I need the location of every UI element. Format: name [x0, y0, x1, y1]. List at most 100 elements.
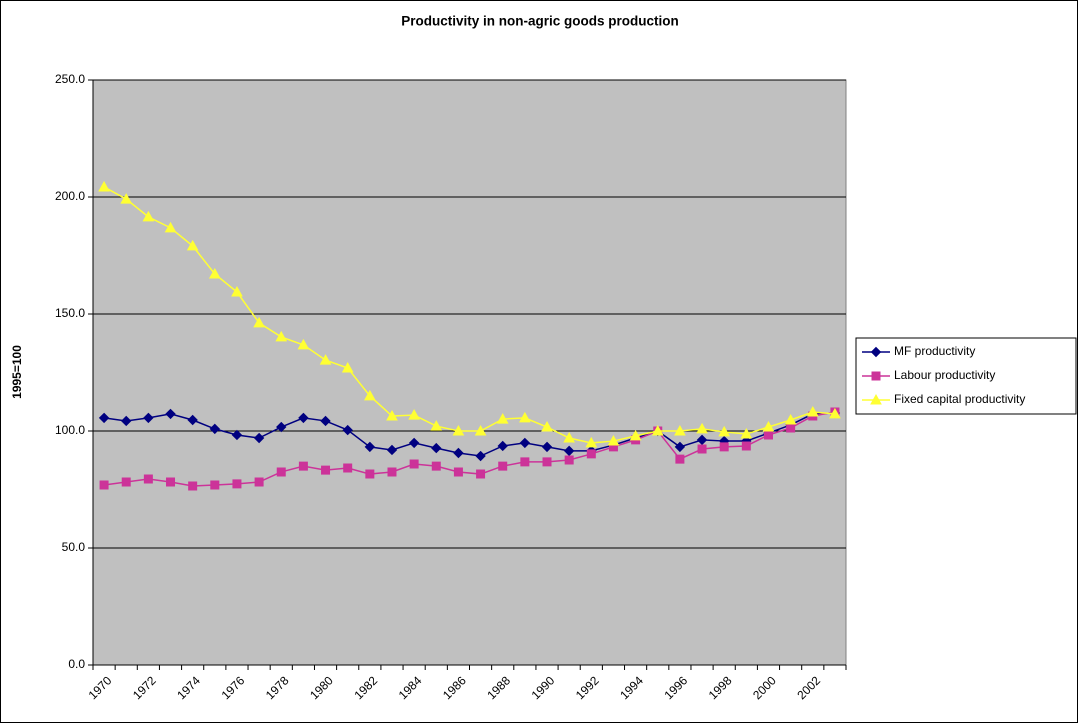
data-point [542, 457, 552, 467]
data-point [586, 449, 596, 459]
data-point [453, 467, 463, 477]
data-point [674, 424, 686, 436]
data-point [741, 441, 751, 451]
data-point [165, 408, 176, 420]
data-point [675, 454, 685, 464]
legend-box [855, 337, 1077, 415]
data-point [520, 457, 530, 467]
chart-title: Productivity in non-agric goods producti… [401, 14, 679, 29]
data-point [806, 406, 819, 417]
data-point [164, 221, 177, 233]
data-point [431, 442, 442, 454]
data-point [187, 414, 198, 426]
data-point [696, 434, 708, 446]
legend-label: Fixed capital productivity [894, 392, 1025, 406]
plot-area [92, 79, 847, 666]
data-point [365, 469, 375, 479]
y-tick-label: 0.0 [68, 657, 85, 671]
data-point [829, 407, 841, 419]
legend-label: MF productivity [894, 344, 975, 358]
data-point [496, 413, 509, 424]
y-axis-label: 1995=100 [10, 345, 24, 399]
data-point [607, 435, 620, 446]
data-point [387, 467, 397, 477]
data-point [98, 180, 110, 192]
data-point [431, 461, 441, 471]
legend-marker [870, 346, 882, 358]
data-point [276, 467, 286, 477]
data-point [519, 437, 531, 449]
data-point [740, 428, 753, 439]
data-point [254, 477, 264, 487]
data-point [541, 420, 553, 432]
legend-marker [871, 371, 881, 381]
data-point [210, 480, 220, 490]
data-point [143, 412, 154, 424]
data-point [452, 424, 465, 436]
data-point [718, 425, 731, 437]
data-point [343, 463, 353, 473]
data-point [564, 455, 574, 465]
data-point [563, 445, 575, 457]
data-point [188, 481, 198, 491]
data-point [408, 437, 420, 449]
data-point [408, 409, 420, 420]
data-point [784, 413, 797, 425]
data-point [541, 441, 553, 453]
data-point [298, 412, 309, 424]
data-point [341, 362, 354, 373]
data-point [209, 423, 221, 435]
data-point [696, 422, 708, 434]
data-point [363, 389, 376, 401]
series-line [103, 186, 835, 444]
data-point [253, 316, 265, 328]
legend-marker [870, 393, 882, 405]
y-tick-label: 200.0 [55, 189, 85, 203]
data-point [519, 411, 531, 423]
data-point [121, 415, 132, 427]
data-point [321, 465, 331, 475]
data-point [232, 479, 242, 489]
data-point [585, 436, 598, 448]
data-point [121, 477, 131, 487]
data-point [719, 442, 729, 452]
data-point [99, 480, 109, 490]
y-tick-label: 100.0 [55, 423, 85, 437]
data-point [276, 421, 287, 433]
data-point [475, 450, 486, 462]
data-point [297, 338, 310, 350]
data-point [319, 354, 332, 365]
data-point [497, 440, 508, 452]
y-tick-label: 150.0 [55, 306, 85, 320]
data-point [208, 267, 221, 279]
data-point [674, 441, 686, 453]
data-point [143, 474, 153, 484]
y-tick-label: 50.0 [62, 540, 86, 554]
data-point [364, 441, 376, 453]
data-point [563, 431, 576, 443]
data-point [474, 424, 487, 436]
data-point [186, 239, 199, 251]
data-point [386, 409, 398, 421]
y-tick-label: 250.0 [55, 72, 85, 86]
data-point [342, 424, 353, 436]
data-point [498, 461, 508, 471]
data-point [320, 415, 331, 427]
data-point [430, 420, 443, 431]
data-point [142, 210, 155, 222]
data-point [762, 420, 775, 432]
data-point [763, 430, 773, 440]
data-point [453, 447, 464, 459]
data-point [120, 193, 133, 204]
data-point [476, 469, 486, 479]
data-point [629, 429, 642, 441]
data-point [386, 444, 398, 456]
data-point [275, 330, 288, 342]
data-point [253, 432, 265, 444]
data-point [409, 459, 419, 469]
data-point [231, 429, 243, 441]
data-point [697, 444, 707, 454]
legend-label: Labour productivity [894, 368, 995, 382]
data-point [651, 424, 664, 436]
